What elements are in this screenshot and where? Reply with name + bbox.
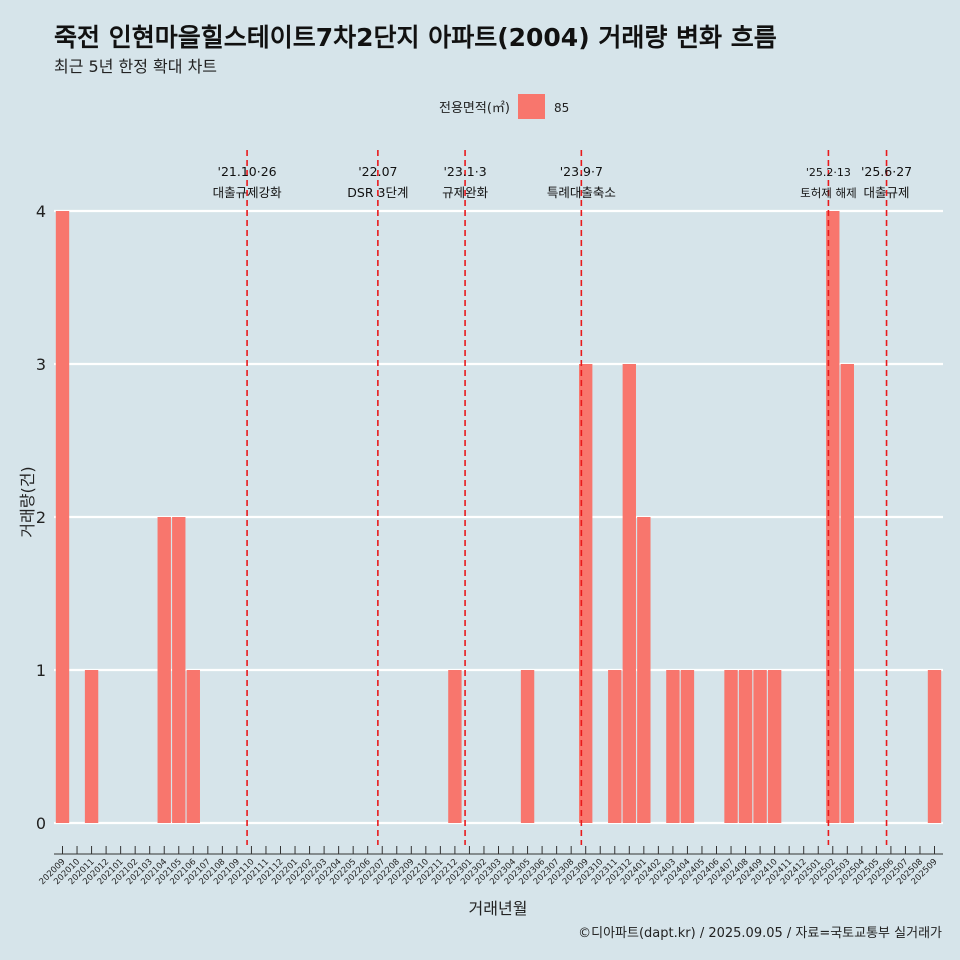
bar <box>55 211 70 823</box>
y-axis-title: 거래량(건) <box>18 466 37 537</box>
bar <box>520 670 535 823</box>
event-name-label: 규제완화 <box>442 185 489 200</box>
chart-title: 죽전 인현마을힐스테이트7차2단지 아파트(2004) 거래량 변화 흐름 <box>54 23 777 52</box>
event-name-label: 특례대출축소 <box>547 185 616 200</box>
bar <box>448 670 462 823</box>
legend-entry: 85 <box>554 101 569 115</box>
bar <box>637 517 651 823</box>
event-name-label: DSR 3단계 <box>347 185 408 200</box>
y-tick-label: 2 <box>36 508 46 527</box>
source-footer: ©디아파트(dapt.kr) / 2025.09.05 / 자료=국토교통부 실… <box>578 926 942 941</box>
bar <box>157 517 171 823</box>
event-date-label: '25.2·13 <box>806 166 851 179</box>
event-date-label: '22.07 <box>358 164 397 179</box>
bar <box>927 670 942 823</box>
y-tick-label: 3 <box>36 355 46 374</box>
event-date-label: '21.10·26 <box>218 164 277 179</box>
bar <box>724 670 738 823</box>
event-name-label: 대출규제강화 <box>213 185 283 200</box>
bar <box>186 670 200 823</box>
y-tick-label: 1 <box>36 661 46 680</box>
bar <box>172 517 186 823</box>
bar <box>622 364 636 823</box>
bar <box>680 670 695 823</box>
event-name-label: 토허제 해제 <box>800 186 857 200</box>
legend-title: 전용면적(㎡) <box>439 101 510 116</box>
bar <box>579 364 593 823</box>
bar <box>826 211 840 823</box>
bar <box>840 364 854 823</box>
y-tick-label: 4 <box>36 202 46 221</box>
x-axis-title: 거래년월 <box>469 899 528 918</box>
bar <box>738 670 753 823</box>
y-tick-label: 0 <box>36 814 46 833</box>
bar <box>767 670 782 823</box>
bar <box>84 670 99 823</box>
event-name-label: 대출규제 <box>864 185 910 200</box>
bar <box>666 670 680 823</box>
bar <box>753 670 767 823</box>
bar <box>608 670 622 823</box>
event-date-label: '23.1·3 <box>443 164 486 179</box>
chart-subtitle: 최근 5년 한정 확대 차트 <box>54 57 218 76</box>
event-date-label: '25.6·27 <box>861 164 912 179</box>
legend-swatch <box>518 94 545 119</box>
event-date-label: '23.9·7 <box>560 164 603 179</box>
